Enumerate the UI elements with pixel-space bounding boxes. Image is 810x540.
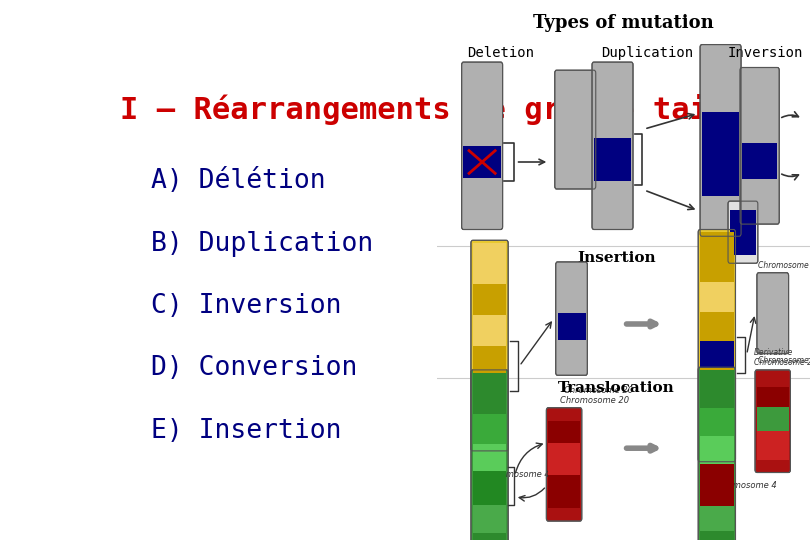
FancyBboxPatch shape: [728, 201, 758, 263]
Bar: [757, 407, 789, 431]
Bar: [473, 444, 506, 471]
Text: Chromosome 20: Chromosome 20: [564, 386, 633, 395]
Bar: [473, 373, 506, 414]
Bar: [757, 431, 789, 460]
Bar: [700, 506, 734, 530]
FancyBboxPatch shape: [462, 62, 502, 230]
Text: Deletion: Deletion: [467, 46, 535, 60]
Text: C) Inversion: C) Inversion: [151, 293, 342, 319]
Text: Types of mutation: Types of mutation: [533, 14, 714, 31]
Bar: [700, 464, 734, 506]
Bar: [548, 443, 580, 475]
FancyBboxPatch shape: [740, 68, 779, 224]
Bar: [700, 432, 734, 459]
Bar: [700, 408, 734, 436]
Text: Translocation: Translocation: [558, 381, 675, 395]
Bar: [700, 341, 734, 368]
Bar: [700, 530, 734, 540]
Bar: [473, 533, 506, 540]
Bar: [473, 471, 506, 505]
FancyBboxPatch shape: [698, 367, 735, 540]
Text: Insertion: Insertion: [577, 251, 655, 265]
Text: Chromosome 20: Chromosome 20: [758, 261, 810, 270]
FancyBboxPatch shape: [556, 262, 587, 375]
Bar: [463, 146, 501, 178]
Bar: [730, 210, 756, 255]
FancyBboxPatch shape: [757, 273, 789, 354]
Bar: [473, 315, 506, 346]
Bar: [702, 112, 740, 197]
Bar: [473, 414, 506, 444]
Bar: [700, 232, 734, 282]
Bar: [700, 282, 734, 312]
Bar: [473, 243, 506, 284]
FancyBboxPatch shape: [755, 370, 791, 472]
Bar: [742, 143, 778, 179]
Text: D) Conversion: D) Conversion: [151, 355, 358, 381]
FancyBboxPatch shape: [698, 230, 735, 462]
FancyBboxPatch shape: [547, 408, 582, 521]
Bar: [557, 313, 586, 340]
Text: Inversion: Inversion: [728, 46, 804, 60]
FancyBboxPatch shape: [471, 370, 508, 540]
Text: Duplication: Duplication: [601, 46, 693, 60]
Text: Chromosome 4: Chromosome 4: [758, 356, 810, 366]
Text: Chromosome 20: Chromosome 20: [561, 396, 629, 405]
FancyBboxPatch shape: [592, 62, 633, 230]
Bar: [700, 436, 734, 464]
Text: Chromosome 4: Chromosome 4: [486, 470, 550, 479]
Bar: [548, 421, 580, 443]
Bar: [700, 312, 734, 341]
Text: Derivative
Chromosome 20: Derivative Chromosome 20: [754, 348, 810, 367]
Bar: [548, 475, 580, 508]
FancyBboxPatch shape: [471, 240, 508, 451]
FancyBboxPatch shape: [700, 45, 741, 237]
Text: A) Délétion: A) Délétion: [151, 168, 326, 194]
Text: I – Réarrangements de grande taille: I – Réarrangements de grande taille: [120, 94, 763, 125]
Bar: [473, 417, 506, 448]
Bar: [700, 402, 734, 432]
Bar: [757, 387, 789, 407]
Bar: [473, 284, 506, 315]
Bar: [700, 368, 734, 402]
Text: B) Duplication: B) Duplication: [151, 231, 373, 256]
Text: E) Insertion: E) Insertion: [151, 418, 342, 444]
Bar: [594, 138, 631, 181]
Text: Chromosome 4: Chromosome 4: [713, 481, 777, 490]
Bar: [700, 370, 734, 408]
Bar: [473, 387, 506, 417]
Bar: [473, 346, 506, 387]
Bar: [473, 505, 506, 533]
FancyBboxPatch shape: [555, 70, 595, 189]
